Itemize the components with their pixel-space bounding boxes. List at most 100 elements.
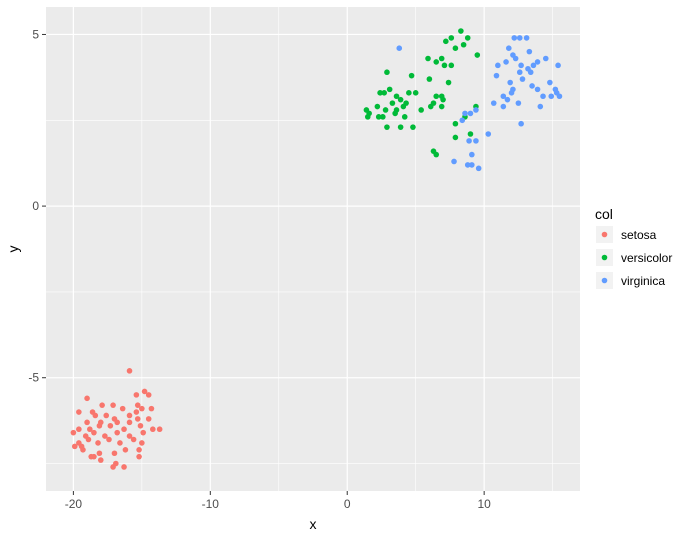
data-point-versicolor — [380, 114, 386, 120]
data-point-setosa — [139, 440, 145, 446]
data-point-setosa — [85, 436, 92, 443]
data-point-virginica — [516, 35, 523, 41]
data-point-virginica — [515, 100, 522, 106]
data-point-setosa — [87, 426, 93, 433]
data-point-setosa — [97, 457, 104, 463]
data-point-setosa — [96, 422, 103, 429]
plot-panel — [46, 7, 580, 491]
data-point-versicolor — [397, 124, 404, 130]
data-point-virginica — [519, 76, 526, 82]
data-point-virginica — [469, 151, 475, 158]
data-point-versicolor — [382, 107, 389, 113]
data-point-setosa — [130, 436, 137, 443]
data-point-virginica — [473, 107, 479, 113]
data-point-versicolor — [452, 45, 459, 51]
data-point-versicolor — [384, 69, 390, 76]
data-point-virginica — [556, 93, 563, 100]
legend-swatch-versicolor — [601, 254, 608, 261]
data-point-versicolor — [401, 114, 408, 120]
data-point-setosa — [95, 440, 101, 446]
data-point-virginica — [518, 120, 524, 127]
data-point-setosa — [126, 412, 133, 419]
data-point-setosa — [136, 447, 142, 453]
data-point-versicolor — [458, 28, 464, 34]
data-point-virginica — [451, 158, 457, 165]
data-point-setosa — [76, 409, 82, 415]
data-point-versicolor — [410, 124, 416, 130]
y-axis-ticks: -5 0 5 — [28, 27, 46, 385]
data-point-virginica — [459, 117, 466, 124]
data-point-setosa — [110, 402, 116, 408]
data-point-versicolor — [440, 96, 446, 103]
data-point-virginica — [500, 93, 507, 100]
data-point-versicolor — [375, 114, 382, 120]
data-point-virginica — [495, 62, 501, 69]
data-point-virginica — [473, 138, 479, 144]
data-point-setosa — [106, 436, 112, 443]
data-point-setosa — [99, 402, 105, 408]
data-point-virginica — [530, 62, 537, 69]
data-point-virginica — [490, 100, 497, 106]
data-point-setosa — [121, 426, 127, 433]
legend: col setosa versicolor virginica — [595, 206, 672, 289]
data-point-setosa — [148, 405, 155, 412]
data-point-versicolor — [393, 93, 400, 100]
data-point-versicolor — [474, 52, 481, 58]
data-point-virginica — [475, 165, 482, 172]
data-point-versicolor — [406, 90, 412, 96]
data-point-setosa — [92, 412, 99, 419]
legend-items: setosa versicolor virginica — [596, 226, 672, 289]
data-point-versicolor — [389, 100, 396, 106]
y-axis-title: y — [5, 246, 21, 253]
data-point-setosa — [126, 419, 133, 426]
data-point-versicolor — [427, 103, 434, 110]
data-point-virginica — [547, 79, 553, 86]
data-point-setosa — [114, 429, 120, 436]
minor-gridlines — [46, 7, 580, 491]
data-point-virginica — [518, 62, 524, 69]
data-point-setosa — [150, 426, 156, 433]
data-point-virginica — [464, 162, 471, 168]
data-point-virginica — [507, 79, 513, 86]
data-point-setosa — [76, 426, 82, 433]
data-point-virginica — [500, 103, 507, 110]
data-point-setosa — [133, 409, 140, 415]
data-point-setosa — [84, 419, 90, 426]
major-gridlines — [46, 7, 580, 491]
data-point-versicolor — [397, 96, 404, 103]
legend-swatch-virginica — [601, 277, 608, 284]
data-point-virginica — [523, 35, 530, 41]
data-point-setosa — [96, 450, 103, 457]
data-point-virginica — [462, 110, 468, 117]
data-point-setosa — [71, 443, 78, 450]
y-tick-label: 0 — [32, 199, 39, 213]
data-point-setosa — [133, 392, 140, 398]
legend-swatch-setosa — [601, 231, 608, 238]
data-point-setosa — [110, 464, 116, 470]
x-tick-label: 10 — [477, 497, 491, 511]
data-points — [70, 28, 563, 470]
data-point-versicolor — [448, 62, 455, 69]
y-tick-label: 5 — [32, 27, 39, 41]
data-point-versicolor — [400, 103, 407, 110]
data-point-virginica — [540, 93, 546, 100]
data-point-virginica — [527, 69, 534, 76]
data-point-setosa — [102, 433, 108, 439]
x-tick-label: -20 — [65, 497, 83, 511]
data-point-virginica — [512, 55, 519, 62]
data-point-virginica — [396, 45, 403, 51]
data-point-setosa — [145, 416, 152, 422]
data-point-versicolor — [467, 131, 474, 137]
data-point-setosa — [134, 402, 141, 408]
data-point-virginica — [534, 86, 541, 93]
data-point-versicolor — [425, 55, 431, 62]
data-point-versicolor — [445, 79, 452, 86]
data-point-virginica — [537, 103, 544, 110]
data-point-versicolor — [438, 55, 445, 62]
data-point-versicolor — [392, 110, 398, 117]
legend-label-setosa: setosa — [621, 228, 657, 242]
data-point-setosa — [78, 443, 85, 450]
data-point-virginica — [548, 93, 555, 100]
data-point-setosa — [121, 464, 127, 470]
